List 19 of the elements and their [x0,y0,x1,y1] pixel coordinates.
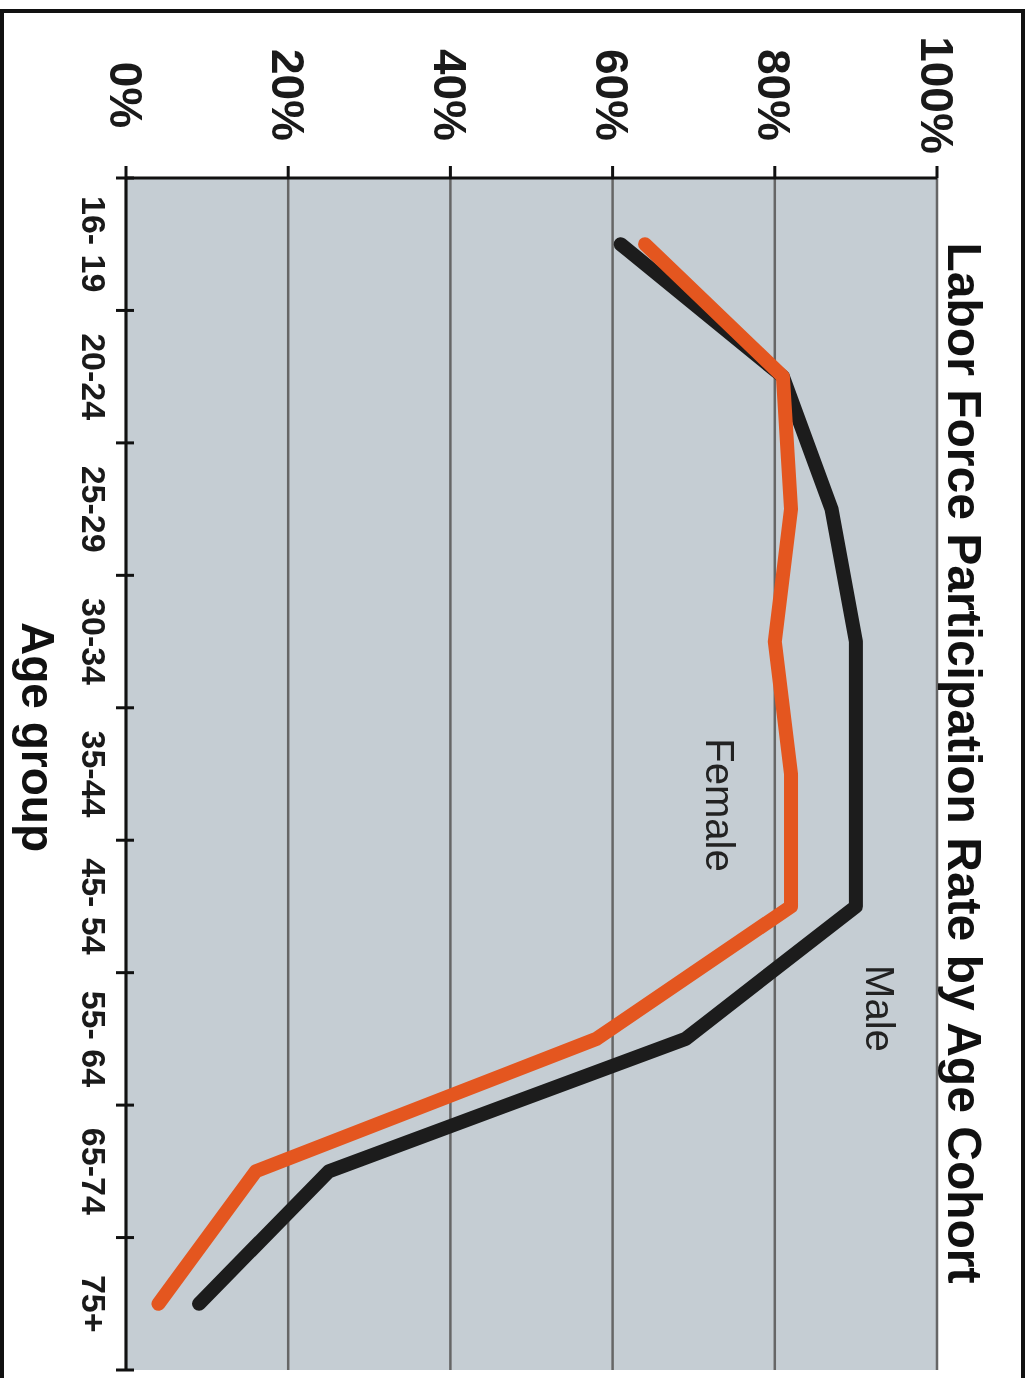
y-tick-label: 16- 19 [74,196,113,293]
y-axis-title: Age group [12,622,64,852]
x-tick-label: 20% [261,48,314,142]
x-tick-label: 60% [586,48,639,142]
x-tick-label: 100% [910,36,963,154]
y-tick-label: 35-44 [74,730,113,818]
text: Female [698,738,743,872]
y-tick-label: 45- 54 [74,858,113,955]
text: Labor Force Participation Rate by Age Cohort [938,242,991,1284]
y-tick-label: 55- 64 [74,990,113,1088]
y-tick-label: 65-74 [74,1127,113,1215]
y-tick-label: 30-34 [74,598,113,686]
x-tick-label: 80% [748,48,801,142]
text: Male [857,965,902,1052]
x-tick-label: 40% [424,48,477,142]
x-tick-label: 0% [99,61,152,129]
y-tick-label: 25-29 [74,465,113,553]
y-tick-label: 75+ [74,1274,113,1333]
y-tick-label: 20-24 [74,333,113,421]
